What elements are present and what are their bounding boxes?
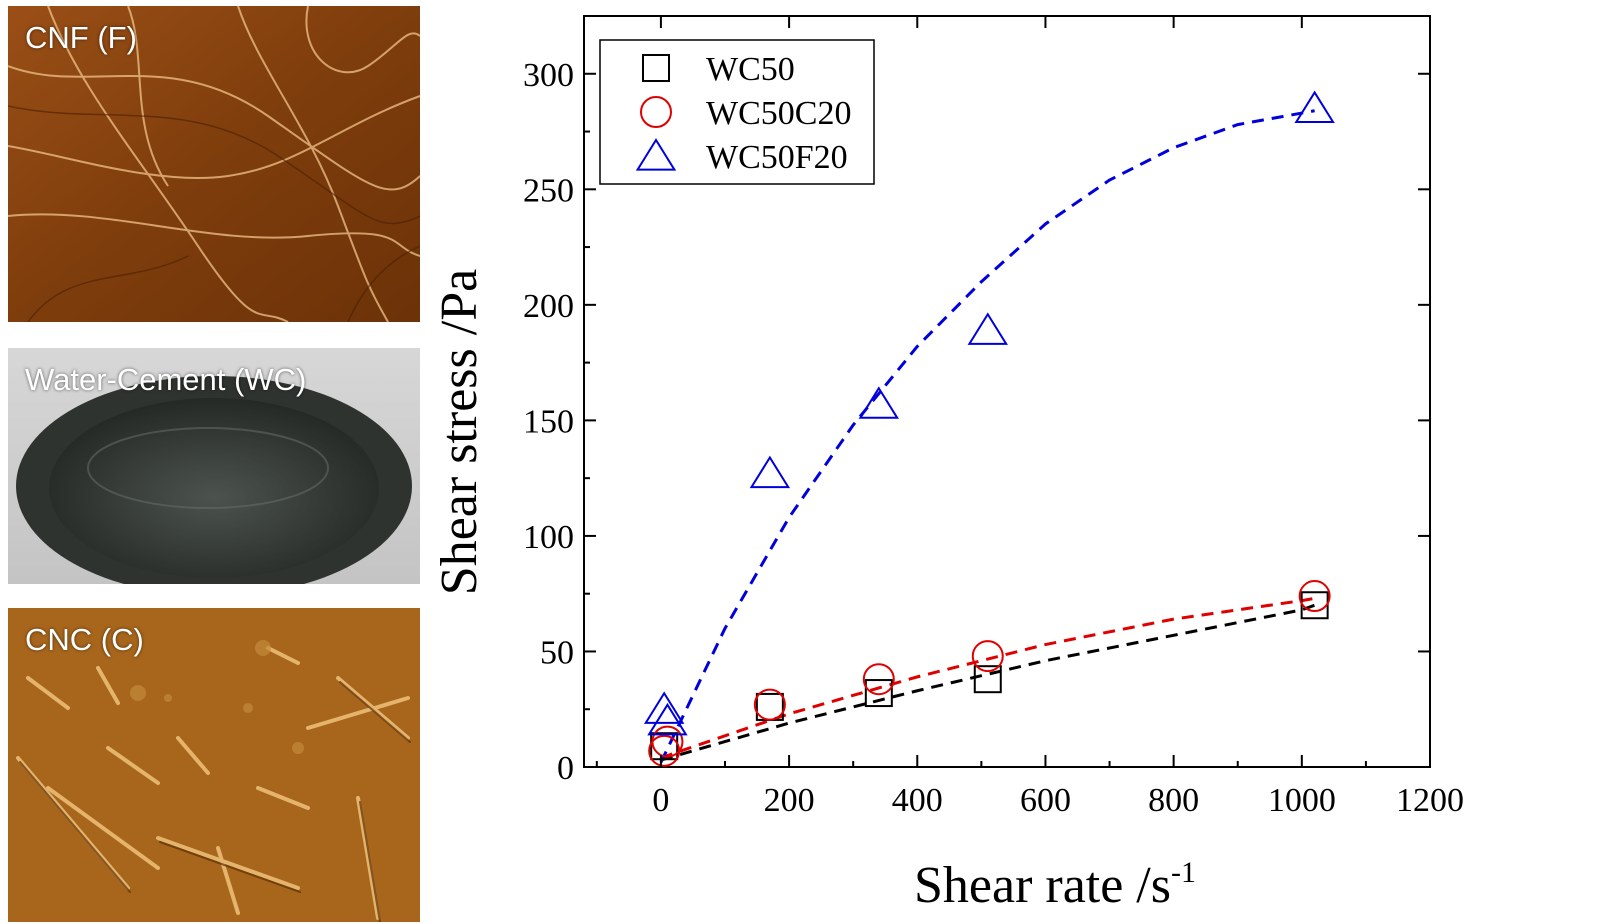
data-point-wc50c20 <box>1298 580 1331 613</box>
y-tick-label: 0 <box>557 750 574 787</box>
y-tick-label: 100 <box>523 519 574 556</box>
data-point-wc50c20 <box>648 734 681 767</box>
fit-line-wc50f20 <box>659 109 1315 764</box>
x-tick-label: 600 <box>1020 782 1071 819</box>
x-tick-label: 1000 <box>1268 782 1336 819</box>
legend-marker-wc50 <box>642 54 670 82</box>
water-cement-photo <box>8 348 420 584</box>
data-point-wc50c20 <box>651 725 684 758</box>
x-tick-label: 400 <box>892 782 943 819</box>
data-markers <box>643 90 1335 767</box>
water-cement-panel-label: Water-Cement (WC) <box>25 362 307 397</box>
plot-border <box>583 15 1431 768</box>
fit-lines <box>659 109 1316 764</box>
cnc-afm-image-panel: CNC (C) <box>8 608 420 922</box>
y-tick-label: 50 <box>540 634 574 671</box>
data-point-wc50f20 <box>967 312 1008 345</box>
y-tick-label: 300 <box>523 57 574 94</box>
fit-line-wc50 <box>660 603 1316 762</box>
data-point-wc50c20 <box>753 688 786 721</box>
data-point-wc50f20 <box>643 691 685 724</box>
y-tick-label: 200 <box>523 288 574 325</box>
data-point-wc50 <box>650 732 679 761</box>
legend-label-wc50c20: WC50C20 <box>706 95 851 132</box>
x-axis-label-main: Shear rate /s <box>914 857 1171 914</box>
data-point-wc50f20 <box>1294 90 1335 124</box>
legend-marker-wc50f20 <box>635 138 677 171</box>
legend-label-wc50f20: WC50F20 <box>706 139 848 176</box>
data-point-wc50 <box>973 665 1002 694</box>
x-tick-label: 200 <box>764 782 815 819</box>
x-tick-label: 800 <box>1148 782 1199 819</box>
legend: WC50 WC50C20 WC50F20 <box>599 39 875 185</box>
data-point-wc50f20 <box>858 386 900 419</box>
x-axis-label: Shear rate /s-1 <box>914 856 1196 914</box>
fit-line-wc50c20 <box>660 596 1315 760</box>
cnf-afm-image <box>8 6 420 322</box>
plot-frame <box>583 15 1431 768</box>
legend-marker-wc50c20 <box>640 96 672 128</box>
x-axis-label-superscript: -1 <box>1171 856 1196 889</box>
x-tick-label: 1200 <box>1396 782 1464 819</box>
data-point-wc50c20 <box>971 640 1004 673</box>
cnc-afm-image <box>8 608 420 922</box>
y-tick-label: 150 <box>523 403 574 440</box>
water-cement-photo-panel: Water-Cement (WC) <box>8 348 420 584</box>
legend-label-wc50: WC50 <box>706 51 795 88</box>
axis-ticks: 0 200 400 600 800 1000 1200 0 50 100 150 200 250 300 <box>523 15 1464 819</box>
legend-box <box>599 39 875 185</box>
y-tick-label: 250 <box>523 172 574 209</box>
x-tick-label: 0 <box>652 782 669 819</box>
cnc-panel-label: CNC (C) <box>25 622 144 657</box>
data-point-wc50f20 <box>749 455 791 489</box>
cnf-panel-label: CNF (F) <box>25 20 137 55</box>
data-point-wc50c20 <box>862 663 895 696</box>
y-axis-label: Shear stress /Pa <box>431 269 488 595</box>
data-point-wc50 <box>864 679 893 708</box>
data-point-wc50 <box>1300 591 1329 620</box>
cnf-afm-image-panel: CNF (F) <box>8 6 420 322</box>
data-point-wc50f20 <box>647 702 688 736</box>
